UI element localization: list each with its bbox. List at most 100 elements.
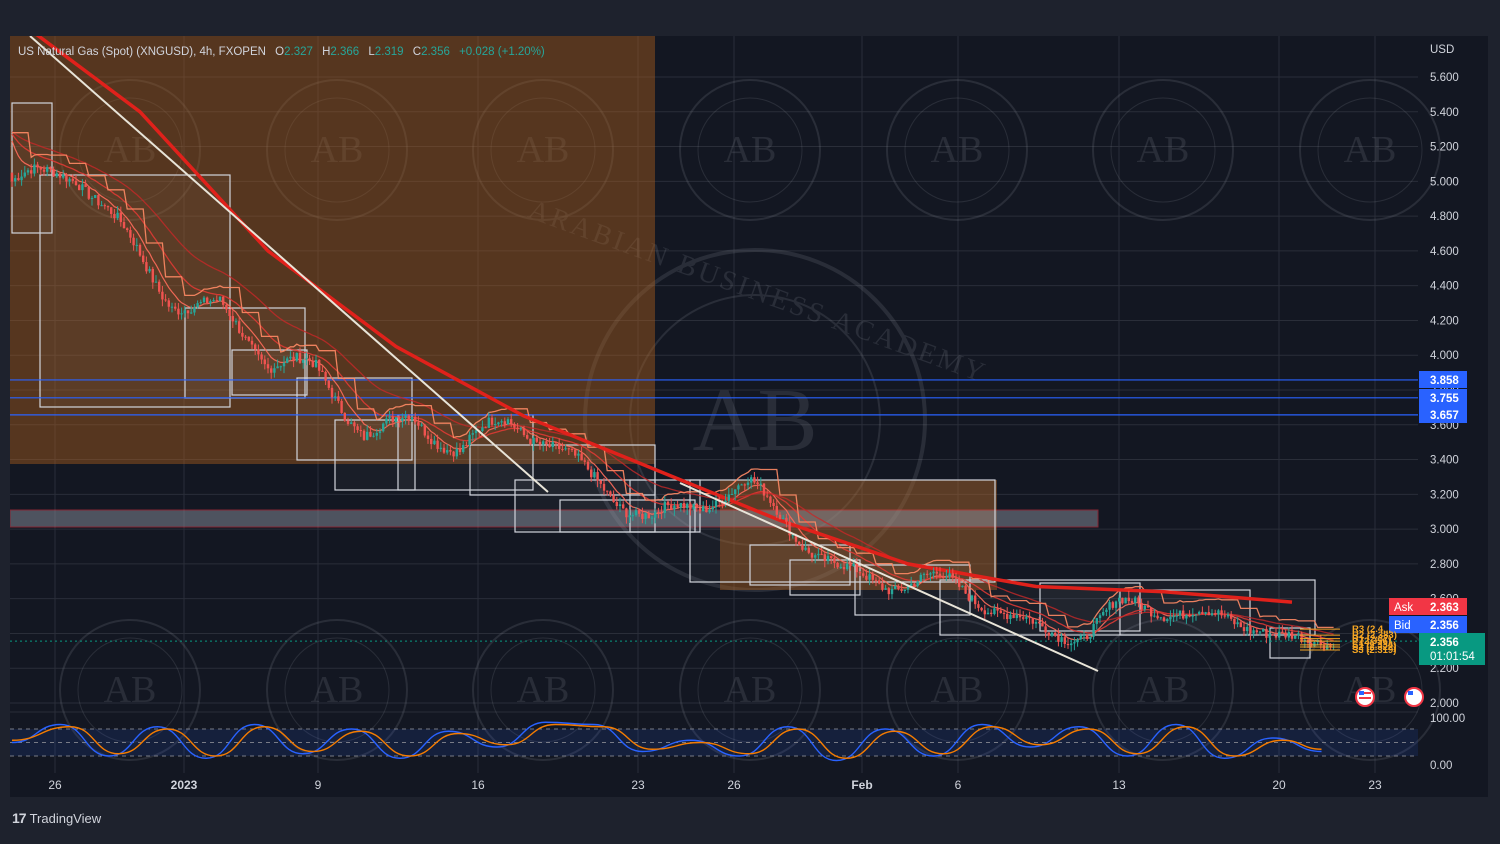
candle-body-283	[916, 581, 919, 587]
price-tick-8: 4.000	[1430, 350, 1459, 362]
candle-body-172	[561, 448, 564, 450]
candle-body-303	[980, 607, 983, 611]
candle-body-366	[1182, 610, 1185, 619]
candle-body-1	[14, 178, 17, 182]
candle-body-159	[519, 428, 522, 430]
candle-body-185	[602, 483, 606, 491]
candle-body-163	[532, 437, 535, 445]
candle-body-69	[231, 316, 234, 322]
candle-body-77	[257, 349, 260, 355]
candle-body-200	[650, 517, 654, 519]
candle-body-215	[698, 508, 702, 512]
low-value: 2.319	[375, 46, 404, 58]
candle-body-50	[170, 306, 174, 308]
candle-body-287	[929, 573, 932, 575]
candle-body-335	[1082, 634, 1086, 636]
candle-body-94	[311, 361, 314, 367]
candle-body-229	[743, 484, 746, 486]
candle-body-201	[654, 511, 657, 518]
candle-body-307	[993, 608, 996, 615]
candle-body-191	[622, 504, 625, 509]
candle-body-384	[1239, 622, 1242, 628]
candle-body-290	[938, 573, 942, 577]
candle-body-44	[151, 268, 154, 283]
tradingview-brand: TradingView	[29, 810, 102, 826]
candle-body-312	[1009, 614, 1012, 620]
candle-body-72	[241, 332, 244, 337]
candle-body-170	[554, 442, 558, 444]
candle-body-279	[903, 589, 906, 592]
candle-body-55	[186, 310, 190, 314]
candle-body-27	[97, 195, 100, 206]
price-tick-14: 2.800	[1430, 559, 1459, 571]
candle-body-238	[772, 502, 775, 506]
candle-body-180	[586, 461, 590, 470]
candle-body-12	[49, 167, 52, 170]
candle-body-391	[1262, 628, 1265, 632]
currency-label: USD	[1430, 44, 1454, 56]
price-tick-0: 5.600	[1430, 72, 1459, 84]
tradingview-logo[interactable]: 17 TradingView	[12, 810, 101, 826]
time-label-1: 2023	[171, 778, 198, 792]
price-tick-5: 4.600	[1430, 246, 1459, 258]
candle-body-31	[110, 207, 113, 214]
watermark-seal-2: AB	[472, 79, 614, 221]
candle-body-225	[730, 494, 734, 496]
candle-body-175	[570, 448, 574, 450]
watermark-monogram-3: AB	[724, 129, 777, 171]
event-flag-icon[interactable]	[1404, 687, 1424, 707]
candle-body-126	[414, 416, 417, 423]
us-flag-icon[interactable]	[1355, 687, 1375, 707]
candle-body-53	[180, 313, 183, 315]
time-axis: 26 2023 9 16 23 26 Feb 6 13 20 23	[48, 778, 1382, 792]
candle-body-82	[273, 368, 276, 373]
candle-body-316	[1022, 617, 1025, 619]
bid-label: Bid	[1394, 620, 1411, 632]
candle-body-224	[727, 494, 730, 501]
candle-body-65	[218, 296, 222, 301]
candle-body-156	[510, 419, 513, 424]
pivot-lines	[1300, 628, 1340, 651]
candle-body-272	[881, 583, 884, 590]
candle-body-114	[375, 432, 378, 436]
candle-body-294	[951, 573, 954, 578]
price-tick-7: 4.200	[1430, 315, 1459, 327]
candle-body-101	[334, 396, 337, 398]
candle-body-247	[801, 545, 804, 550]
candle-body-142	[465, 444, 468, 446]
candle-body-407	[1313, 642, 1316, 647]
pivot-label-5: S2 (2.322)	[1352, 642, 1396, 653]
candle-body-42	[145, 262, 148, 272]
candle-body-234	[759, 483, 762, 485]
candle-body-376	[1214, 613, 1217, 615]
candle-body-347	[1121, 597, 1124, 604]
candle-body-270	[874, 579, 878, 581]
candle-body-412	[1329, 645, 1332, 647]
candle-body-313	[1012, 614, 1015, 619]
candle-body-204	[663, 501, 666, 514]
candle-body-195	[634, 510, 638, 516]
candle-body-25	[90, 197, 94, 199]
candle-body-134	[439, 447, 442, 449]
watermark-seal-0: AB	[59, 79, 201, 221]
step-line	[12, 132, 1334, 629]
candle-body-274	[887, 588, 890, 595]
watermark-monogram-6: AB	[1344, 129, 1397, 171]
candle-body-51	[174, 306, 177, 309]
trendline-upper	[29, 36, 549, 493]
candle-body-348	[1124, 597, 1127, 604]
ema-ribbon	[11, 36, 1334, 646]
candle-body-97	[321, 370, 324, 372]
candle-body-276	[894, 586, 897, 589]
candle-body-273	[884, 588, 887, 590]
candle-body-144	[471, 433, 474, 435]
last-price-badge: 2.356 01:01:54	[1419, 633, 1485, 665]
candle-body-75	[250, 340, 254, 345]
candle-body-160	[522, 428, 526, 436]
candle-body-332	[1073, 642, 1076, 644]
candle-body-66	[222, 296, 225, 305]
ema-slow-line	[35, 36, 1293, 604]
candle-body-208	[676, 505, 679, 508]
candle-body-380	[1226, 614, 1230, 617]
